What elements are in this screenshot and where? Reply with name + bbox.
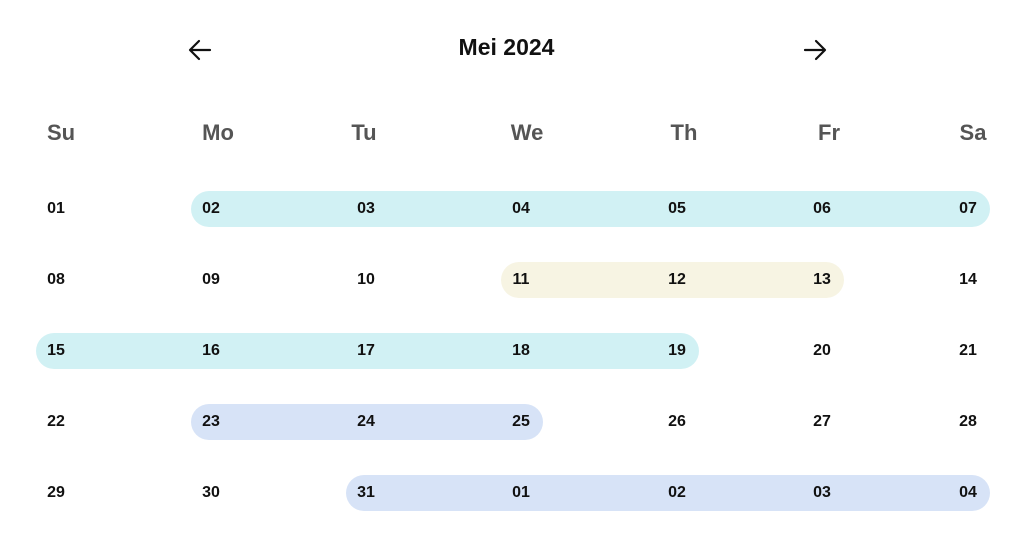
weekday-label: Mo bbox=[202, 120, 234, 145]
day-cell[interactable]: 31 bbox=[357, 484, 375, 501]
prev-month-button[interactable] bbox=[183, 33, 217, 67]
weekday-label: Su bbox=[46, 120, 76, 145]
day-cell[interactable]: 03 bbox=[813, 484, 831, 501]
arrow-left-icon bbox=[188, 39, 212, 61]
day-cell[interactable]: 28 bbox=[959, 413, 977, 430]
day-cell[interactable]: 30 bbox=[202, 484, 220, 501]
weekday-label: Fr bbox=[818, 120, 840, 145]
day-cell[interactable]: 09 bbox=[202, 271, 220, 288]
day-cell[interactable]: 22 bbox=[47, 413, 65, 430]
day-cell[interactable]: 05 bbox=[668, 200, 686, 217]
day-cell[interactable]: 20 bbox=[813, 342, 831, 359]
day-cell[interactable]: 13 bbox=[813, 271, 831, 288]
day-cell[interactable]: 12 bbox=[668, 271, 686, 288]
weekday-label: Th bbox=[670, 120, 698, 145]
day-cell[interactable]: 18 bbox=[512, 342, 530, 359]
day-cell[interactable]: 24 bbox=[357, 413, 375, 430]
day-cell[interactable]: 14 bbox=[959, 271, 977, 288]
day-cell[interactable]: 23 bbox=[202, 413, 220, 430]
date-range-highlight bbox=[191, 404, 543, 440]
date-range-highlight bbox=[501, 262, 844, 298]
day-cell[interactable]: 06 bbox=[813, 200, 831, 217]
date-range-highlight bbox=[191, 191, 990, 227]
day-cell[interactable]: 01 bbox=[47, 200, 65, 217]
day-cell[interactable]: 04 bbox=[512, 200, 530, 217]
day-cell[interactable]: 01 bbox=[512, 484, 530, 501]
day-cell[interactable]: 10 bbox=[357, 271, 375, 288]
day-cell[interactable]: 25 bbox=[512, 413, 530, 430]
day-cell[interactable]: 17 bbox=[357, 342, 375, 359]
next-month-button[interactable] bbox=[798, 33, 832, 67]
day-cell[interactable]: 02 bbox=[668, 484, 686, 501]
day-cell[interactable]: 11 bbox=[512, 271, 530, 288]
day-cell[interactable]: 29 bbox=[47, 484, 65, 501]
day-cell[interactable]: 16 bbox=[202, 342, 220, 359]
weekday-label: Sa bbox=[959, 120, 987, 145]
weekday-label: Tu bbox=[351, 120, 377, 145]
day-cell[interactable]: 26 bbox=[668, 413, 686, 430]
day-cell[interactable]: 03 bbox=[357, 200, 375, 217]
weekday-label: We bbox=[510, 120, 544, 145]
month-title: Mei 2024 bbox=[458, 34, 555, 60]
arrow-right-icon bbox=[803, 39, 827, 61]
day-cell[interactable]: 04 bbox=[959, 484, 977, 501]
date-range-highlight bbox=[346, 475, 990, 511]
day-cell[interactable]: 27 bbox=[813, 413, 831, 430]
day-cell[interactable]: 21 bbox=[959, 342, 977, 359]
day-cell[interactable]: 07 bbox=[959, 200, 977, 217]
day-cell[interactable]: 19 bbox=[668, 342, 686, 359]
day-cell[interactable]: 02 bbox=[202, 200, 220, 217]
date-range-highlight bbox=[36, 333, 699, 369]
day-cell[interactable]: 15 bbox=[47, 342, 65, 359]
day-cell[interactable]: 08 bbox=[47, 271, 65, 288]
